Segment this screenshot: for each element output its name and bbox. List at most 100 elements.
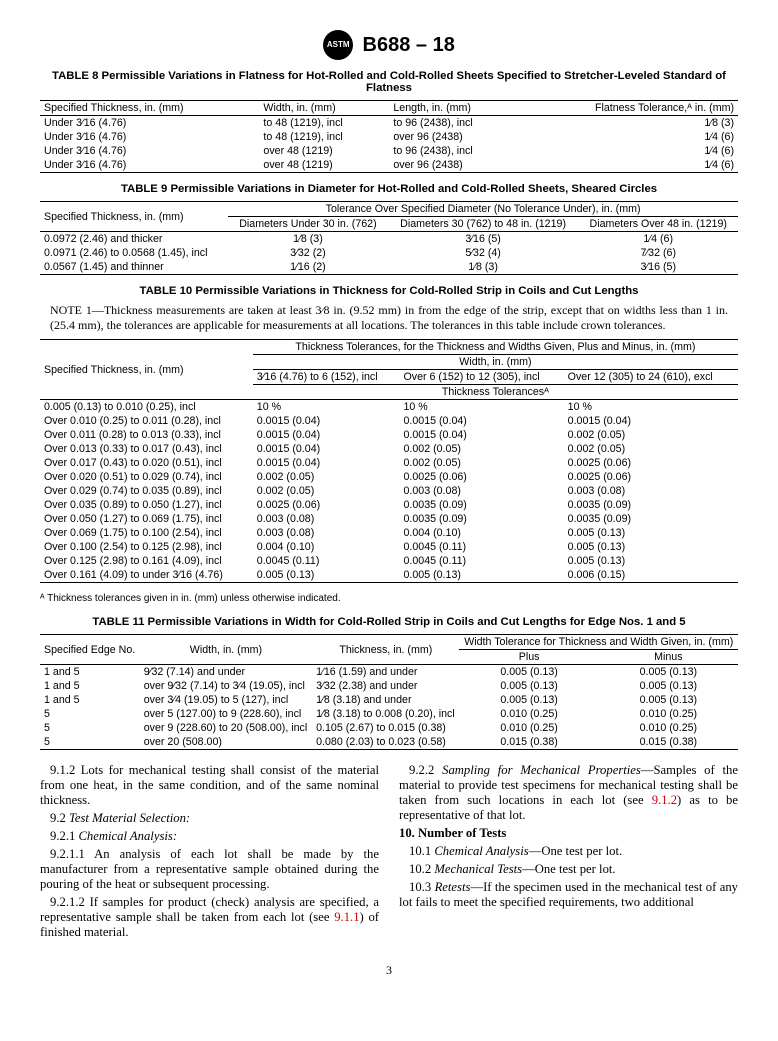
table-cell: 0.002 (0.05)	[253, 470, 400, 484]
table-cell: 0.015 (0.38)	[599, 735, 738, 750]
table-cell: over 5 (127.00) to 9 (228.60), incl	[140, 707, 312, 721]
table-cell: 0.0045 (0.11)	[399, 554, 563, 568]
table-cell: 10 %	[564, 400, 738, 415]
table-cell: 1⁄4 (6)	[578, 232, 738, 247]
table-cell: 5⁄32 (4)	[388, 246, 579, 260]
table-cell: 0.0025 (0.06)	[564, 470, 738, 484]
table-cell: Under 3⁄16 (4.76)	[40, 130, 259, 144]
table-cell: 0.005 (0.13)	[564, 540, 738, 554]
table-cell: 0.0045 (0.11)	[253, 554, 400, 568]
table-cell: Over 0.020 (0.51) to 0.029 (0.74), incl	[40, 470, 253, 484]
p-9.2: 9.2 Test Material Selection:	[40, 811, 379, 826]
table-cell: 0.105 (2.67) to 0.015 (0.38)	[312, 721, 459, 735]
table-cell: 0.0025 (0.06)	[253, 498, 400, 512]
p-10.1: 10.1 Chemical Analysis—One test per lot.	[399, 844, 738, 859]
document-header: ASTM B688 – 18	[40, 30, 738, 60]
table-cell: 0.005 (0.13)	[599, 693, 738, 707]
t11-h2: Thickness, in. (mm)	[312, 635, 459, 665]
table-cell: over 96 (2438)	[389, 130, 519, 144]
table10-widthheader: Width, in. (mm)	[253, 355, 738, 370]
table-cell: 3⁄16 (5)	[388, 232, 579, 247]
table10-footnote: ᴬ Thickness tolerances given in in. (mm)…	[40, 593, 738, 604]
table-row: 0.005 (0.13) to 0.010 (0.25), incl10 %10…	[40, 400, 738, 415]
table-cell: 0.0015 (0.04)	[253, 456, 400, 470]
table-cell: 0.0035 (0.09)	[399, 498, 563, 512]
table-cell: Over 0.100 (2.54) to 0.125 (2.98), incl	[40, 540, 253, 554]
table-cell: 0.005 (0.13)	[599, 679, 738, 693]
table-cell: 1 and 5	[40, 665, 140, 680]
left-column: 9.1.2 Lots for mechanical testing shall …	[40, 760, 379, 943]
table-row: Under 3⁄16 (4.76)over 48 (1219)over 96 (…	[40, 158, 738, 173]
t11-h0: Specified Edge No.	[40, 635, 140, 665]
table-cell: 1 and 5	[40, 693, 140, 707]
table-cell: 5	[40, 735, 140, 750]
table-cell: 0.0015 (0.04)	[253, 414, 400, 428]
table-cell: 0.0035 (0.09)	[564, 512, 738, 526]
table8-h0: Specified Thickness, in. (mm)	[40, 101, 259, 116]
page-number: 3	[40, 963, 738, 978]
table-row: Over 0.069 (1.75) to 0.100 (2.54), incl0…	[40, 526, 738, 540]
table10-w0: 3⁄16 (4.76) to 6 (152), incl	[253, 370, 400, 385]
table-cell: 0.002 (0.05)	[564, 442, 738, 456]
table9-spanheader: Tolerance Over Specified Diameter (No To…	[228, 202, 738, 217]
table-row: Over 0.100 (2.54) to 0.125 (2.98), incl 0…	[40, 540, 738, 554]
table-cell: 0.002 (0.05)	[253, 484, 400, 498]
table-cell: Over 0.010 (0.25) to 0.011 (0.28), incl	[40, 414, 253, 428]
table10-topheader: Thickness Tolerances, for the Thickness …	[253, 340, 738, 355]
table-cell: over 9 (228.60) to 20 (508.00), incl	[140, 721, 312, 735]
table-cell: Over 0.035 (0.89) to 0.050 (1.27), incl	[40, 498, 253, 512]
p-10.2: 10.2 Mechanical Tests—One test per lot.	[399, 862, 738, 877]
table11: Specified Edge No. Width, in. (mm) Thick…	[40, 634, 738, 750]
h-10: 10. Number of Tests	[399, 826, 738, 841]
table-cell: 0.080 (2.03) to 0.023 (0.58)	[312, 735, 459, 750]
table-row: 1 and 59⁄32 (7.14) and under1⁄16 (1.59) …	[40, 665, 738, 680]
astm-logo: ASTM	[323, 30, 353, 60]
table11-title: TABLE 11 Permissible Variations in Width…	[40, 616, 738, 628]
table9-sub0: Diameters Under 30 in. (762)	[228, 217, 388, 232]
table-cell: to 48 (1219), incl	[259, 130, 389, 144]
table-cell: 0.010 (0.25)	[459, 721, 598, 735]
body-text: 9.1.2 Lots for mechanical testing shall …	[40, 760, 738, 943]
table-row: 0.0972 (2.46) and thicker1⁄8 (3)3⁄16 (5)…	[40, 232, 738, 247]
table-cell: 9⁄32 (7.14) and under	[140, 665, 312, 680]
table-cell: Over 0.050 (1.27) to 0.069 (1.75), incl	[40, 512, 253, 526]
table-cell: 0.0015 (0.04)	[253, 442, 400, 456]
p-9.2.1.2: 9.2.1.2 If samples for product (check) a…	[40, 895, 379, 940]
table-cell: over 20 (508.00)	[140, 735, 312, 750]
table-row: Over 0.020 (0.51) to 0.029 (0.74), incl0…	[40, 470, 738, 484]
table-row: 5over 9 (228.60) to 20 (508.00), incl0.1…	[40, 721, 738, 735]
table-cell: Under 3⁄16 (4.76)	[40, 158, 259, 173]
table-cell: 1⁄16 (1.59) and under	[312, 665, 459, 680]
table-cell: over 48 (1219)	[259, 158, 389, 173]
table-cell: 0.005 (0.13)	[253, 568, 400, 583]
table-cell: 0.003 (0.08)	[564, 484, 738, 498]
table-row: Over 0.035 (0.89) to 0.050 (1.27), incl0…	[40, 498, 738, 512]
table-row: Over 0.011 (0.28) to 0.013 (0.33), incl0…	[40, 428, 738, 442]
table-cell: Over 0.161 (4.09) to under 3⁄16 (4.76)	[40, 568, 253, 583]
table-cell: 0.0015 (0.04)	[399, 414, 563, 428]
table-row: 1 and 5over 3⁄4 (19.05) to 5 (127), incl…	[40, 693, 738, 707]
table-row: Over 0.029 (0.74) to 0.035 (0.89), incl0…	[40, 484, 738, 498]
table-cell: 0.005 (0.13)	[564, 526, 738, 540]
table-cell: 0.003 (0.08)	[399, 484, 563, 498]
table-row: Over 0.017 (0.43) to 0.020 (0.51), incl0…	[40, 456, 738, 470]
table-cell: 10 %	[399, 400, 563, 415]
table-cell: 0.005 (0.13)	[459, 693, 598, 707]
table-cell: 1⁄4 (6)	[519, 158, 738, 173]
table-cell: 0.0045 (0.11)	[399, 540, 563, 554]
table-cell: 0.0567 (1.45) and thinner	[40, 260, 228, 275]
table-cell: 0.0972 (2.46) and thicker	[40, 232, 228, 247]
table-cell: 0.006 (0.15)	[564, 568, 738, 583]
table10-w1: Over 6 (152) to 12 (305), incl	[399, 370, 563, 385]
table10-title: TABLE 10 Permissible Variations in Thick…	[40, 285, 738, 297]
t11-plus: Plus	[459, 650, 598, 665]
table10-w2: Over 12 (305) to 24 (610), excl	[564, 370, 738, 385]
table-cell: 0.002 (0.05)	[399, 442, 563, 456]
table-cell: 0.0015 (0.04)	[564, 414, 738, 428]
table-cell: 10 %	[253, 400, 400, 415]
table-cell: 0.0015 (0.04)	[253, 428, 400, 442]
table-cell: 3⁄32 (2)	[228, 246, 388, 260]
table-cell: Over 0.011 (0.28) to 0.013 (0.33), incl	[40, 428, 253, 442]
t11-tolheader: Width Tolerance for Thickness and Width …	[459, 635, 738, 650]
table-cell: Over 0.029 (0.74) to 0.035 (0.89), incl	[40, 484, 253, 498]
